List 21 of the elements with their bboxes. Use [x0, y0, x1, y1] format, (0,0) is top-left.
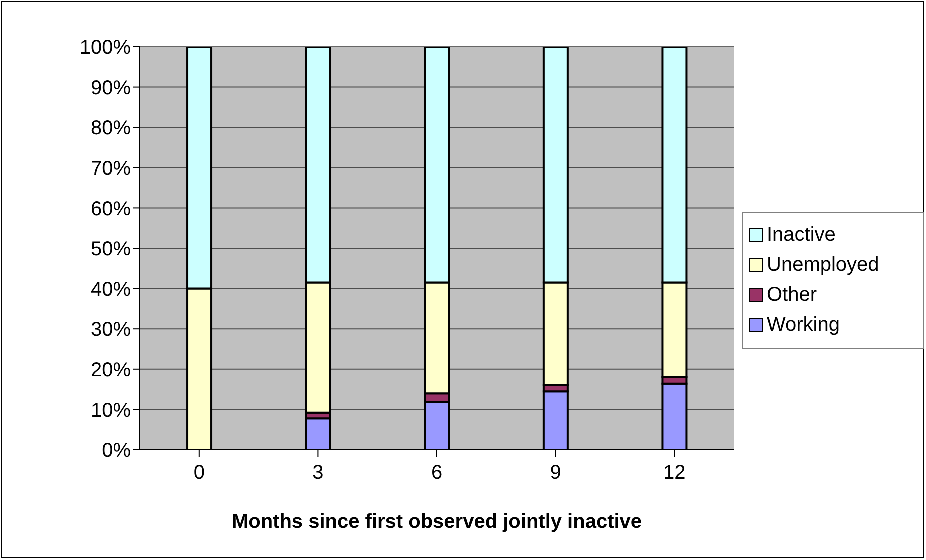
y-tick-label: 50%: [90, 238, 132, 261]
y-tick-label: 80%: [90, 118, 132, 140]
y-tick-label: 70%: [90, 158, 132, 180]
y-tick-label: 100%: [80, 37, 132, 60]
x-tick-label: 12: [663, 462, 686, 484]
x-tick-label: 0: [194, 462, 205, 484]
y-tick-label: 20%: [90, 360, 132, 382]
y-tick-label: 90%: [90, 77, 132, 100]
y-tick-label: 60%: [90, 198, 132, 220]
x-tick-label: 6: [431, 462, 443, 484]
legend-label: Inactive: [767, 224, 836, 246]
y-tick-label: 10%: [90, 400, 132, 422]
x-tick-label: 9: [550, 462, 562, 484]
x-tick-label: 3: [312, 462, 324, 484]
x-axis-title: Months since first observed jointly inactive: [232, 511, 642, 533]
y-tick-label: 0%: [102, 440, 132, 462]
y-tick-label: 40%: [90, 278, 132, 301]
legend-label: Unemployed: [767, 254, 880, 276]
y-tick-label: 30%: [90, 319, 132, 342]
legend-label: Working: [767, 314, 840, 336]
legend-label: Other: [767, 284, 818, 306]
